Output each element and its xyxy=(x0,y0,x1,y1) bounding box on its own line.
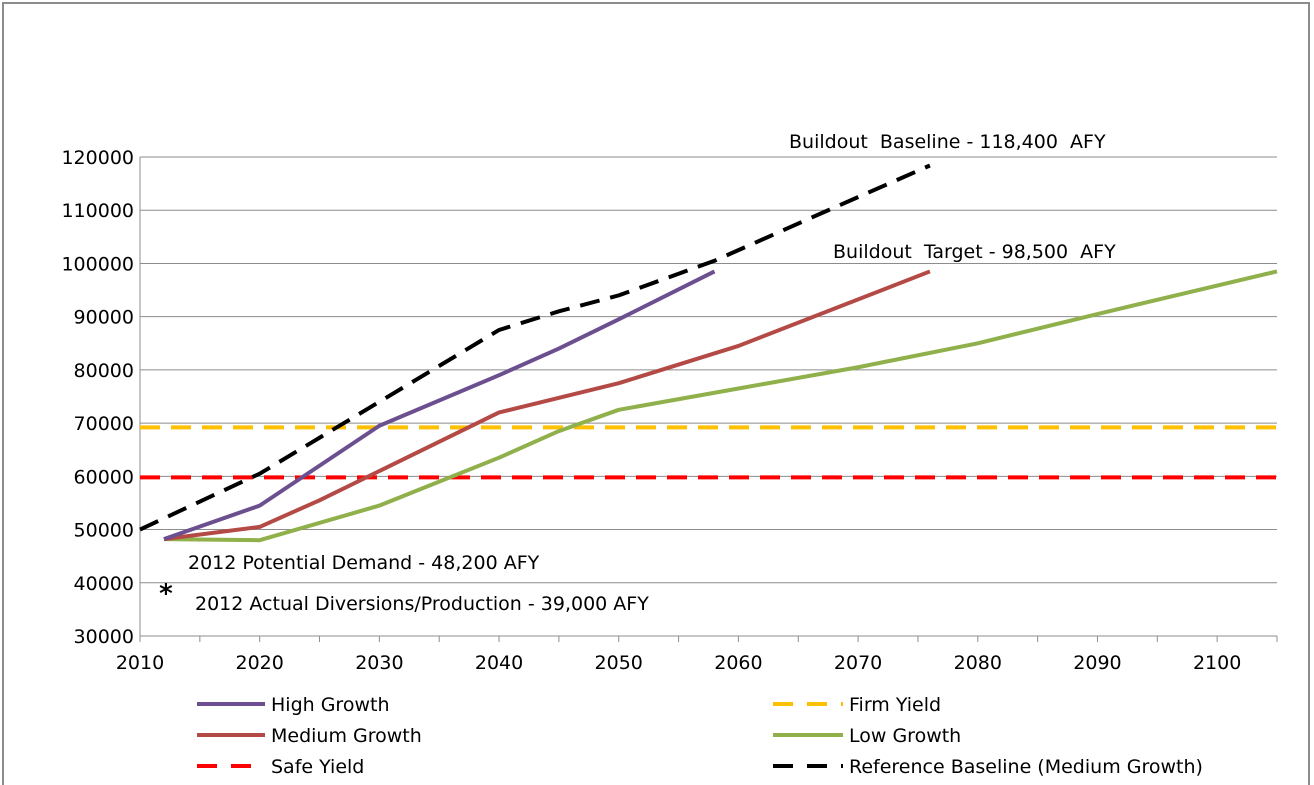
y-tick-label: 40000 xyxy=(74,573,134,595)
legend-label-safe-yield: Safe Yield xyxy=(271,756,364,778)
legend-label-reference-baseline-medium-growth: Reference Baseline (Medium Growth) xyxy=(849,756,1203,778)
y-tick-label: 30000 xyxy=(74,626,134,648)
annotation-label: 2012 Actual Diversions/Production - 39,0… xyxy=(195,593,649,615)
x-tick-label: 2090 xyxy=(1073,652,1121,674)
legend-label-low-growth: Low Growth xyxy=(849,725,961,747)
annotation-label: 2012 Potential Demand - 48,200 AFY xyxy=(188,552,540,574)
x-tick-label: 2040 xyxy=(475,652,523,674)
y-tick-label: 50000 xyxy=(74,520,134,542)
series-line-medium-growth xyxy=(163,269,931,542)
asterisk-marker: * xyxy=(159,579,173,609)
annotation-label: Buildout Baseline - 118,400 AFY xyxy=(789,131,1106,153)
legend-label-high-growth: High Growth xyxy=(271,694,389,716)
x-tick-label: 2060 xyxy=(714,652,762,674)
y-tick-label: 120000 xyxy=(61,147,134,169)
y-tick-label: 110000 xyxy=(61,200,134,222)
series-line-high-growth xyxy=(163,269,716,542)
legend-label-medium-growth: Medium Growth xyxy=(271,725,422,747)
x-tick-label: 2050 xyxy=(595,652,643,674)
y-tick-label: 90000 xyxy=(74,307,134,329)
y-tick-label: 100000 xyxy=(61,253,134,275)
y-tick-label: 70000 xyxy=(74,413,134,435)
x-tick-label: 2020 xyxy=(236,652,284,674)
x-tick-label: 2010 xyxy=(116,652,164,674)
legend-label-firm-yield: Firm Yield xyxy=(849,694,941,716)
x-tick-label: 2100 xyxy=(1193,652,1241,674)
y-tick-label: 60000 xyxy=(74,466,134,488)
x-tick-label: 2080 xyxy=(954,652,1002,674)
series-line-low-growth xyxy=(163,269,1278,543)
y-tick-label: 80000 xyxy=(74,360,134,382)
annotation-label: Buildout Target - 98,500 AFY xyxy=(833,241,1116,263)
x-tick-label: 2030 xyxy=(355,652,403,674)
x-tick-label: 2070 xyxy=(834,652,882,674)
series-line-reference-baseline-medium-growth xyxy=(139,163,931,532)
